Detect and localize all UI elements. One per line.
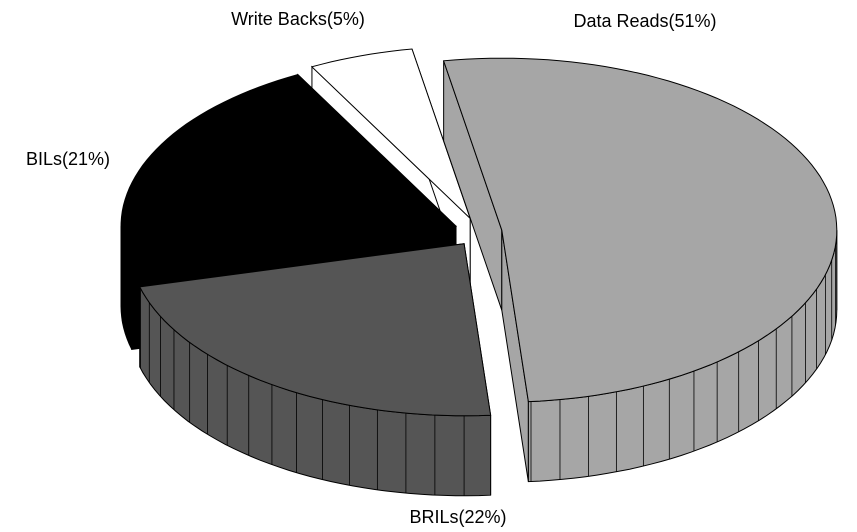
data-label: BILs(21%) (26, 149, 110, 169)
data-label: Data Reads(51%) (573, 11, 716, 31)
data-label: BRILs(22%) (409, 507, 506, 527)
slice-top (442, 57, 838, 403)
data-label: Write Backs(5%) (231, 9, 365, 29)
slice (442, 57, 838, 483)
slice-top (120, 74, 458, 270)
slice-top (310, 48, 471, 219)
slice-top (139, 243, 492, 417)
slice (139, 243, 492, 497)
